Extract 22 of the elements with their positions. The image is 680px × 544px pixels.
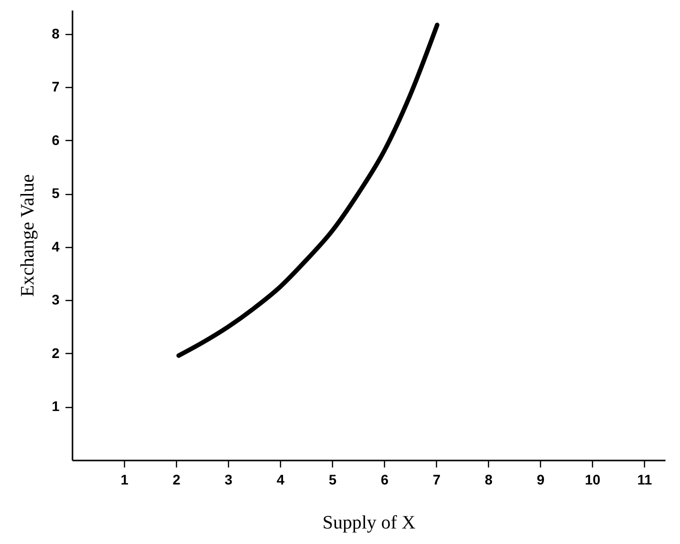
line-series xyxy=(176,22,440,358)
x-tick-label: 8 xyxy=(484,472,493,488)
x-tick-label: 5 xyxy=(328,472,337,488)
x-tick-label: 1 xyxy=(120,472,129,488)
y-tick-label: 8 xyxy=(52,25,60,42)
x-axis-title: Supply of X xyxy=(322,512,416,534)
x-tick-label: 7 xyxy=(432,472,441,488)
x-tick-label: 6 xyxy=(380,472,389,488)
y-tick-label: 4 xyxy=(52,238,60,254)
y-tick-label: 3 xyxy=(52,292,60,308)
x-tick-label: 2 xyxy=(172,472,181,488)
x-tick-label: 9 xyxy=(536,472,545,488)
x-tick-label: 10 xyxy=(584,472,601,488)
y-axis-title: Exchange Value xyxy=(18,174,39,297)
x-tick-label: 3 xyxy=(224,472,233,488)
y-tick-label: 2 xyxy=(52,344,60,361)
x-tick-label: 4 xyxy=(276,472,285,488)
y-tick-label: 1 xyxy=(52,398,60,414)
y-tick-label: 7 xyxy=(52,78,60,95)
y-tick-label: 6 xyxy=(52,132,60,148)
y-tick-label: 5 xyxy=(52,185,60,202)
x-tick-label: 11 xyxy=(637,472,652,488)
